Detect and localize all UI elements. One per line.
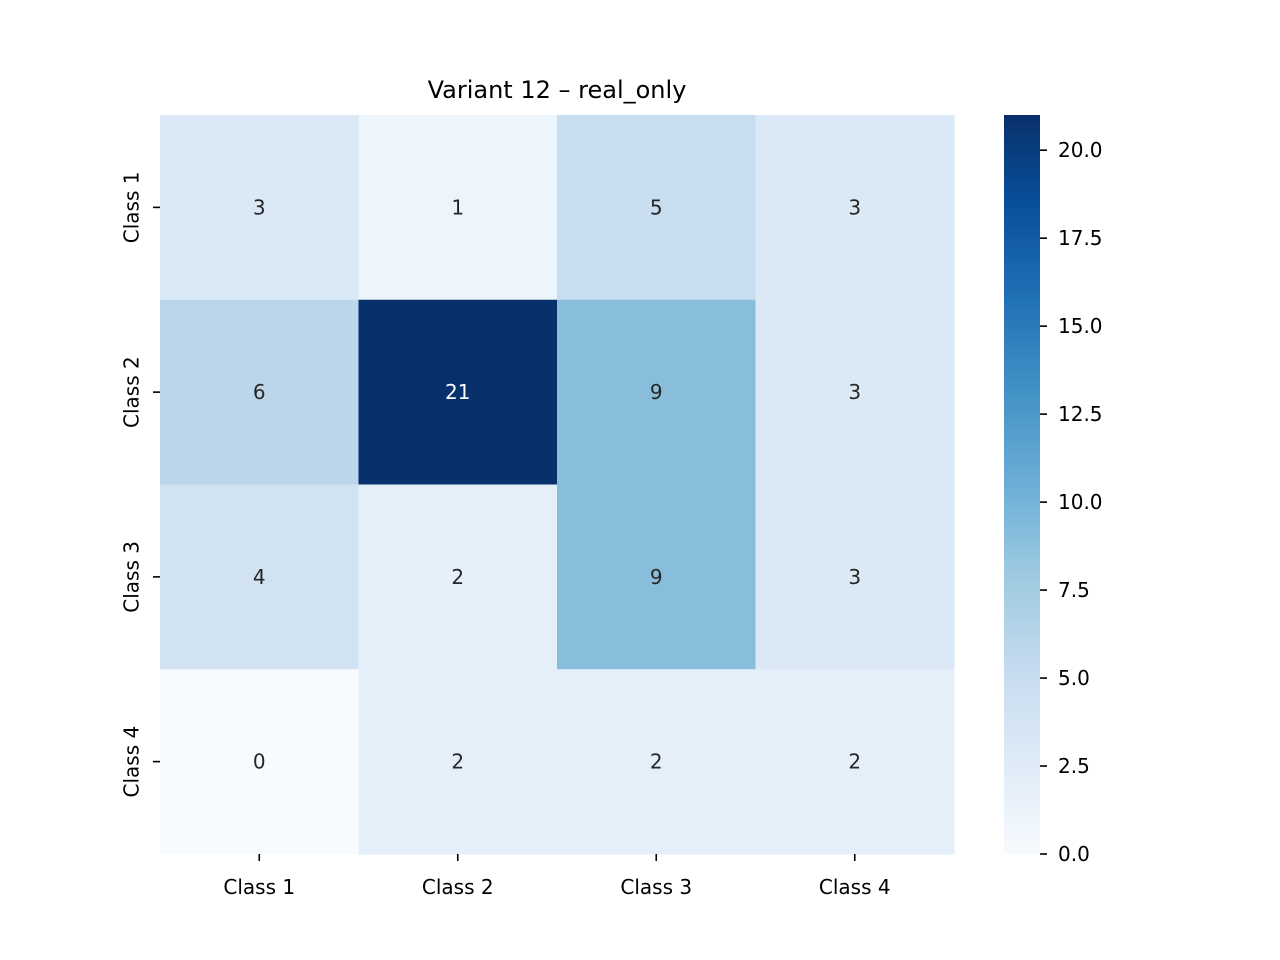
cell-value-label: 3: [848, 380, 861, 404]
cell-value-label: 0: [253, 750, 266, 774]
cell-value-label: 2: [451, 750, 464, 774]
cell-value-label: 2: [650, 750, 663, 774]
cell-value-label: 2: [451, 565, 464, 589]
cell-value-label: 9: [650, 565, 663, 589]
heatmap-cell: [160, 484, 359, 670]
heatmap-cell: [160, 299, 359, 485]
heatmap-cell: [358, 669, 558, 855]
heatmap-cell: [358, 115, 558, 301]
colorbar-tick-label: 7.5: [1058, 578, 1090, 602]
y-axis: Class 1 Class 2 Class 3 Class 4: [120, 172, 160, 798]
cell-value-label: 4: [253, 565, 266, 589]
cell-value-label: 3: [848, 565, 861, 589]
colorbar-tick-label: 10.0: [1058, 490, 1103, 514]
colorbar-tick-label: 0.0: [1058, 842, 1090, 866]
heatmap-cell: [755, 484, 955, 670]
x-tick-label: Class 3: [620, 875, 692, 899]
y-tick-label: Class 1: [120, 172, 144, 244]
cell-value-label: 2: [848, 750, 861, 774]
cell-value-label: 21: [445, 380, 470, 404]
colorbar-tick-label: 15.0: [1058, 314, 1103, 338]
colorbar-gradient: [1004, 115, 1040, 854]
colorbar-tick-label: 20.0: [1058, 138, 1103, 162]
cell-value-label: 9: [650, 380, 663, 404]
colorbar-tick-label: 12.5: [1058, 402, 1103, 426]
heatmap-cell: [160, 115, 359, 301]
x-tick-label: Class 2: [422, 875, 494, 899]
x-tick-label: Class 1: [223, 875, 295, 899]
cell-value-label: 5: [650, 195, 663, 219]
y-tick-label: Class 3: [120, 541, 144, 613]
heatmap-cell: [557, 299, 756, 485]
cell-value-label: 1: [451, 195, 464, 219]
y-tick-label: Class 4: [120, 726, 144, 798]
x-axis: Class 1 Class 2 Class 3 Class 4: [223, 854, 891, 899]
heatmap-cell-labels: 3 1 5 3 6 21 9 3 4 2 9 3 0 2 2 2: [253, 195, 861, 773]
heatmap-cell: [358, 299, 558, 485]
heatmap-cell: [160, 669, 359, 855]
heatmap-cells: [160, 115, 955, 855]
heatmap-cell: [755, 299, 955, 485]
colorbar: 0.0 2.5 5.0 7.5 10.0 12.5 15.0 17.5 20.0: [1004, 115, 1103, 866]
heatmap-cell: [557, 115, 756, 301]
heatmap-cell: [358, 484, 558, 670]
heatmap-cell: [557, 484, 756, 670]
y-tick-label: Class 2: [120, 356, 144, 428]
x-tick-label: Class 4: [819, 875, 891, 899]
chart-title: Variant 12 – real_only: [428, 76, 687, 104]
heatmap-cell: [755, 115, 955, 301]
colorbar-tick-label: 2.5: [1058, 754, 1090, 778]
heatmap-cell: [755, 669, 955, 855]
cell-value-label: 6: [253, 380, 266, 404]
colorbar-tick-label: 17.5: [1058, 226, 1103, 250]
colorbar-tick-label: 5.0: [1058, 666, 1090, 690]
cell-value-label: 3: [848, 195, 861, 219]
cell-value-label: 3: [253, 195, 266, 219]
heatmap-cell: [557, 669, 756, 855]
